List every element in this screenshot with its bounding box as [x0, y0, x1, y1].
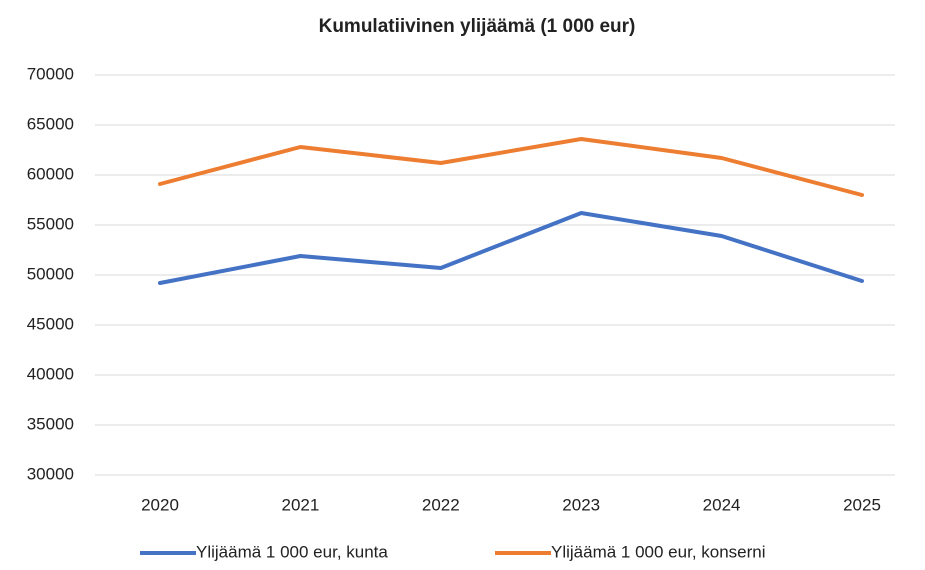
legend-label: Ylijäämä 1 000 eur, kunta — [196, 542, 388, 561]
chart-title: Kumulatiivinen ylijäämä (1 000 eur) — [319, 16, 636, 37]
y-tick-label: 45000 — [27, 314, 74, 333]
x-tick-label: 2023 — [562, 495, 600, 514]
series-line — [158, 211, 864, 285]
y-tick-label: 50000 — [27, 264, 74, 283]
x-tick-label: 2020 — [141, 495, 179, 514]
y-tick-label: 35000 — [27, 414, 74, 433]
y-tick-label: 55000 — [27, 214, 74, 233]
y-tick-label: 60000 — [27, 164, 74, 183]
series-line — [158, 137, 864, 197]
y-tick-label: 70000 — [27, 64, 74, 83]
legend-label: Ylijäämä 1 000 eur, konserni — [551, 542, 766, 561]
x-tick-label: 2024 — [703, 495, 741, 514]
x-tick-label: 2021 — [281, 495, 319, 514]
x-tick-label: 2022 — [422, 495, 460, 514]
y-tick-label: 40000 — [27, 364, 74, 383]
y-tick-label: 30000 — [27, 464, 74, 483]
x-tick-label: 2025 — [843, 495, 881, 514]
y-tick-label: 65000 — [27, 114, 74, 133]
